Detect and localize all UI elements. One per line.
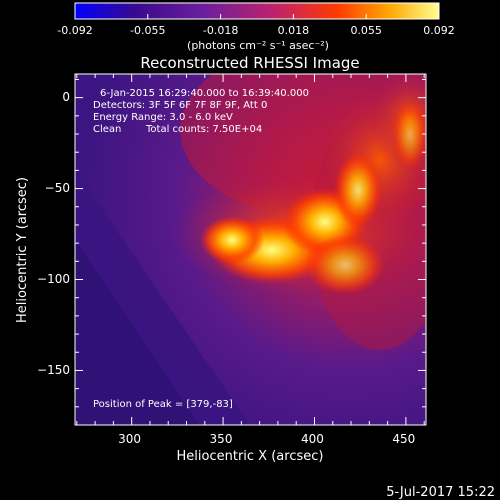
colorbar-tick-label-3: 0.018 — [278, 24, 310, 37]
annotation-clean: Clean — [93, 124, 121, 135]
x-tick-label-350: 350 — [210, 432, 233, 446]
x-axis-label: Heliocentric X (arcsec) — [177, 449, 324, 464]
chart-title: Reconstructed RHESSI Image — [140, 54, 359, 72]
x-tick-label-450: 450 — [392, 432, 415, 446]
annotation-counts: Total counts: 7.50E+04 — [145, 124, 262, 135]
y-tick-label-0: 0 — [62, 90, 70, 104]
annotation-peak: Position of Peak = [379,-83] — [93, 399, 233, 410]
y-tick-label-minus100: −100 — [37, 272, 70, 286]
footer-date: 5-Jul-2017 15:22 — [386, 485, 495, 500]
y-axis-label: Heliocentric Y (arcsec) — [15, 177, 30, 323]
heatmap-image — [75, 74, 426, 425]
x-tick-label-400: 400 — [301, 432, 324, 446]
colorbar-tick-label-5: 0.092 — [423, 24, 455, 37]
annotation-energy: Energy Range: 3.0 - 6.0 keV — [93, 112, 233, 123]
colorbar-tick-label-4: 0.055 — [350, 24, 382, 37]
axis-ticks — [75, 74, 426, 426]
colorbar-tick-label-0: -0.092 — [57, 24, 92, 37]
colorbar-ticks — [74, 14, 440, 19]
x-tick-label-300: 300 — [118, 432, 141, 446]
colorbar-tick-label-2: -0.018 — [203, 24, 238, 37]
y-tick-label-minus150: −150 — [37, 363, 70, 377]
colorbar — [74, 2, 440, 20]
annotation-detectors: Detectors: 3F 5F 6F 7F 8F 9F, Att 0 — [93, 100, 267, 111]
colorbar-unit-label: (photons cm⁻² s⁻¹ asec⁻²) — [187, 39, 329, 52]
y-tick-label-minus50: −50 — [45, 181, 70, 195]
plot-frame — [74, 73, 427, 426]
annotation-time-range: 6-Jan-2015 16:29:40.000 to 16:39:40.000 — [100, 88, 309, 99]
colorbar-tick-label-1: -0.055 — [130, 24, 165, 37]
